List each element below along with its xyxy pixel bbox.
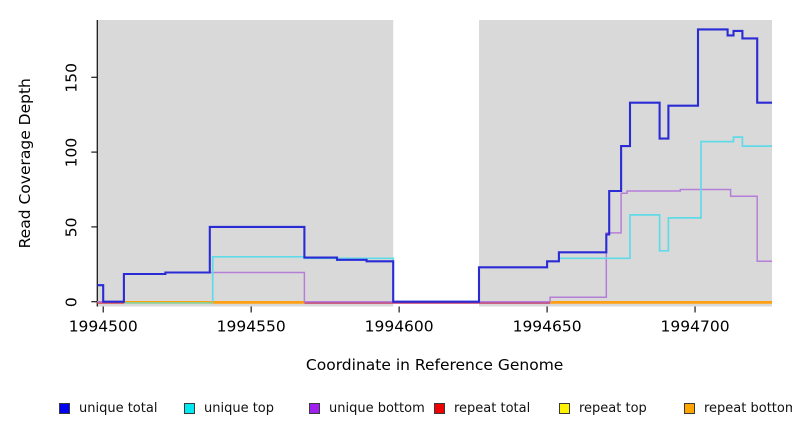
x-axis-title: Coordinate in Reference Genome xyxy=(306,356,563,374)
legend-label: repeat total xyxy=(454,401,531,416)
legend-item-repeat-top: repeat top xyxy=(559,401,684,416)
x-tick-label: 1994500 xyxy=(69,318,138,336)
legend-item-unique-bottom: unique bottom xyxy=(309,401,434,416)
y-tick-label: 50 xyxy=(62,218,80,238)
y-axis-title: Read Coverage Depth xyxy=(16,78,34,248)
legend-swatch-unique-bottom xyxy=(309,403,320,414)
coverage-gap-region xyxy=(393,20,480,307)
series-unique-total xyxy=(97,28,772,303)
legend-swatch-repeat-bottom xyxy=(684,403,695,414)
legend-label: unique top xyxy=(204,401,275,416)
coverage-chart-svg: 1994500 1994550 1994600 1994650 1994700 0 50 10… xyxy=(16,20,773,374)
legend-swatch-repeat-top xyxy=(559,403,570,414)
x-tick-label: 1994550 xyxy=(217,318,286,336)
legend-label: repeat top xyxy=(579,401,647,416)
y-tick-label: 100 xyxy=(62,138,80,168)
legend-swatch-unique-total xyxy=(59,403,70,414)
x-tick-label: 1994700 xyxy=(661,318,730,336)
legend-swatch-repeat-total xyxy=(434,403,445,414)
legend-item-unique-top: unique top xyxy=(184,401,309,416)
legend-item-unique-total: unique total xyxy=(59,401,184,416)
x-tick-label: 1994650 xyxy=(513,318,582,336)
y-tick-label: 150 xyxy=(62,63,80,93)
legend-item-repeat-bottom: repeat bottom xyxy=(684,401,792,416)
series-unique-top xyxy=(211,136,772,303)
y-tick-label: 0 xyxy=(62,297,80,307)
x-tick-label: 1994600 xyxy=(365,318,434,336)
legend: unique total unique top unique bottom re… xyxy=(59,401,792,416)
legend-label: repeat bottom xyxy=(704,401,792,416)
legend-swatch-unique-top xyxy=(184,403,195,414)
legend-item-repeat-total: repeat total xyxy=(434,401,559,416)
legend-label: unique bottom xyxy=(329,401,425,416)
legend-label: unique total xyxy=(79,401,158,416)
